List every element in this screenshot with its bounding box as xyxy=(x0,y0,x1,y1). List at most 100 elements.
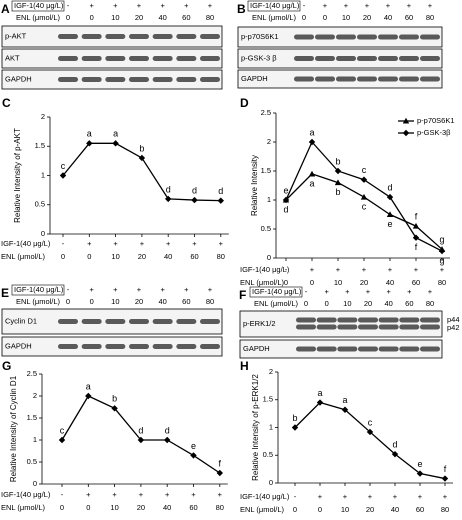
x-row-value: 40 xyxy=(163,503,171,512)
marker xyxy=(386,211,394,218)
band xyxy=(129,34,149,39)
enl-label: ENL (μmol/L) xyxy=(254,299,299,308)
marker xyxy=(85,392,92,400)
enl-value: 80 xyxy=(426,299,434,308)
band xyxy=(176,77,197,82)
marker xyxy=(386,193,394,201)
x-row-value: + xyxy=(418,492,423,501)
significance-letter: e xyxy=(191,441,196,451)
band xyxy=(294,76,314,82)
significance-letter: b xyxy=(112,394,117,404)
marker xyxy=(282,196,290,204)
x-row-value: 20 xyxy=(366,505,374,514)
x-row-value: + xyxy=(336,265,341,274)
enl-value: 80 xyxy=(206,297,214,306)
x-row-value: + xyxy=(192,239,197,248)
x-row-value: 0 xyxy=(318,505,322,514)
igf-value: + xyxy=(344,1,349,10)
band-marker: p42 xyxy=(447,323,460,332)
y-tick-label: 0 xyxy=(267,253,271,262)
blot-row-label: GAPDH xyxy=(5,74,32,83)
igf-value: + xyxy=(323,1,328,10)
enl-value: 10 xyxy=(343,299,351,308)
band xyxy=(399,34,419,40)
marker xyxy=(366,428,374,436)
x-row-value: 60 xyxy=(190,252,198,261)
marker xyxy=(334,179,342,186)
blot-row-label: p-p70S6K1 xyxy=(241,32,279,41)
significance-letter: c xyxy=(362,201,367,211)
y-axis-label: Relative Intensity xyxy=(250,155,259,216)
y-tick-label: 2 xyxy=(33,391,37,400)
blot-row-label: Cyclin D1 xyxy=(5,316,37,325)
x-row-value: 0 xyxy=(86,503,90,512)
band xyxy=(200,344,220,349)
igf-value: - xyxy=(303,1,306,10)
band xyxy=(152,56,173,61)
x-row-value: - xyxy=(285,265,288,274)
significance-letter: b xyxy=(335,187,340,197)
significance-letter: f xyxy=(415,211,418,221)
y-tick-label: 1.5 xyxy=(261,166,271,175)
band xyxy=(152,319,173,324)
significance-letter: a xyxy=(309,178,314,188)
enl-value: 80 xyxy=(206,13,214,22)
panel-label: B xyxy=(237,2,246,16)
significance-letter: d xyxy=(165,425,170,435)
x-row-value: + xyxy=(166,239,171,248)
band xyxy=(420,346,440,352)
marker xyxy=(402,117,410,124)
igf-value: + xyxy=(345,287,350,296)
igf-value: + xyxy=(386,1,391,10)
enl-value: 0 xyxy=(90,297,94,306)
band xyxy=(58,319,78,324)
band xyxy=(420,317,440,323)
y-axis-label: Relative Intensity of p-ERK1/2 xyxy=(251,374,260,481)
band xyxy=(296,346,316,352)
y-axis-label: Relative Intensity of Cyclin D1 xyxy=(9,375,18,482)
y-tick-label: 1 xyxy=(269,422,273,431)
x-row-value: 40 xyxy=(386,278,394,287)
y-axis-label: Relative Intensity of p-AKT xyxy=(13,128,22,223)
igf-value: + xyxy=(208,1,213,10)
igf-value: + xyxy=(89,1,94,10)
x-row-value: + xyxy=(368,492,373,501)
y-tick-label: 2.5 xyxy=(27,369,37,378)
igf-value: - xyxy=(67,285,70,294)
panel-label: E xyxy=(1,286,9,300)
band xyxy=(378,324,399,330)
igf-value: - xyxy=(305,287,308,296)
y-tick-label: 0 xyxy=(41,229,45,238)
x-row-value: + xyxy=(388,265,393,274)
marker xyxy=(291,424,299,431)
marker xyxy=(412,222,420,229)
enl-label: ENL (μmol/L) xyxy=(252,13,297,22)
band xyxy=(315,56,335,61)
band xyxy=(58,77,78,82)
enl-value: 10 xyxy=(342,13,350,22)
enl-value: 40 xyxy=(384,299,392,308)
igf-value: + xyxy=(428,1,433,10)
band xyxy=(105,77,126,82)
enl-value: 0 xyxy=(66,13,70,22)
significance-letter: f xyxy=(219,458,222,468)
band xyxy=(315,76,335,82)
x-row-label: IGF-1(40 μg/L) xyxy=(1,490,51,499)
y-tick-label: 0.5 xyxy=(263,450,273,459)
igf-box xyxy=(247,0,301,12)
blot-row-label: p-GSK-3 β xyxy=(241,53,277,62)
x-row-value: + xyxy=(440,265,445,274)
marker xyxy=(308,170,316,177)
band xyxy=(152,34,173,39)
igf-value: + xyxy=(184,1,189,10)
blot-row-label: AKT xyxy=(5,53,20,62)
band xyxy=(129,319,149,324)
band xyxy=(200,56,220,61)
band xyxy=(337,324,358,330)
marker xyxy=(190,452,197,459)
x-row-label: IGF-1(40 μg/L) xyxy=(240,265,290,274)
enl-value: 10 xyxy=(111,13,119,22)
band xyxy=(399,56,419,61)
igf-value: - xyxy=(67,1,70,10)
x-row-value: + xyxy=(343,492,348,501)
